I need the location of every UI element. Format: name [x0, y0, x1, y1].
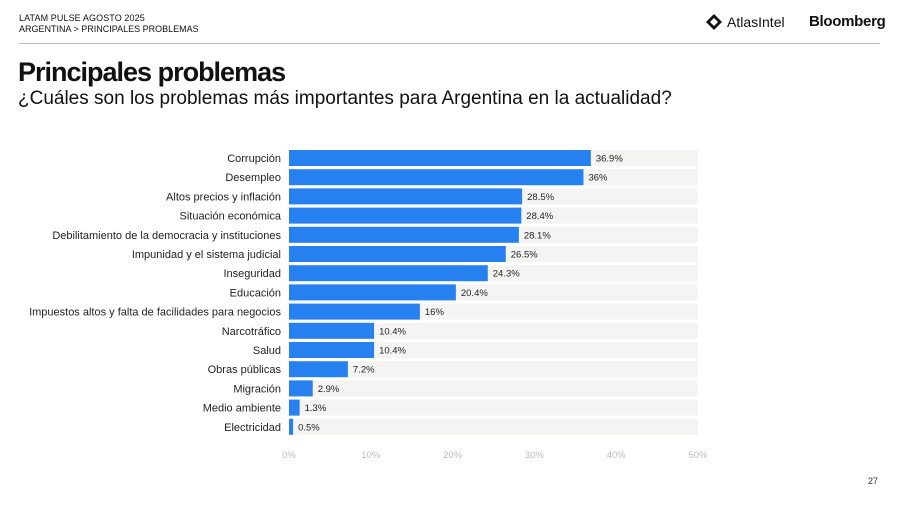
category-label: Narcotráfico [222, 326, 281, 338]
bar-track [289, 322, 698, 339]
data-label: 36.9% [596, 154, 623, 165]
bar [289, 361, 348, 378]
bar [289, 418, 294, 435]
data-label: 10.4% [379, 346, 406, 357]
data-label: 20.4% [461, 288, 488, 299]
bloomberg-logo: Bloomberg [809, 13, 886, 30]
x-tick-label: 30% [525, 450, 545, 461]
bar-track [289, 342, 698, 358]
atlasintel-logo: AtlasIntel [705, 13, 785, 31]
bar-track [289, 418, 698, 435]
page-title: Principales problemas [18, 57, 286, 87]
x-tick-label: 0% [282, 450, 296, 461]
breadcrumb: ARGENTINA > PRINCIPALES PROBLEMAS [19, 24, 199, 34]
atlasintel-diamond-icon [706, 14, 722, 30]
bar [289, 188, 523, 205]
bar [289, 150, 591, 166]
data-label: 2.9% [318, 384, 340, 395]
data-label: 26.5% [511, 250, 538, 261]
x-tick-label: 20% [443, 450, 463, 461]
category-label: Corrupción [227, 153, 281, 165]
bar [289, 265, 488, 282]
header-divider [19, 43, 880, 44]
data-label: 7.2% [353, 365, 375, 376]
report-name: LATAM PULSE AGOSTO 2025 [19, 13, 145, 23]
category-label: Impuestos altos y falta de facilidades p… [29, 307, 281, 319]
category-label: Educación [230, 287, 281, 299]
data-label: 28.4% [526, 211, 553, 222]
data-label: 24.3% [493, 269, 520, 280]
data-label: 1.3% [305, 403, 327, 414]
data-label: 28.1% [524, 230, 551, 241]
atlasintel-logo-text: AtlasIntel [727, 14, 785, 30]
bar [289, 322, 375, 339]
bar [289, 380, 313, 397]
category-label: Desempleo [225, 172, 281, 184]
data-label: 0.5% [298, 422, 320, 433]
bar [289, 246, 506, 262]
bar-track [289, 380, 698, 397]
category-label: Migración [233, 383, 281, 395]
data-label: 10.4% [379, 326, 406, 337]
category-label: Debilitamiento de la democracia y instit… [52, 230, 281, 242]
x-tick-label: 50% [688, 450, 708, 461]
category-label: Inseguridad [224, 268, 282, 280]
bar [289, 207, 522, 224]
bar [289, 226, 519, 243]
category-label: Electricidad [224, 422, 281, 434]
bar [289, 303, 420, 320]
data-label: 28.5% [527, 192, 554, 203]
x-tick-label: 40% [607, 450, 627, 461]
page-subtitle: ¿Cuáles son los problemas más importante… [18, 88, 672, 109]
category-label: Obras públicas [208, 364, 282, 376]
category-label: Impunidad y el sistema judicial [132, 249, 281, 261]
bar-track [289, 361, 698, 378]
category-label: Altos precios y inflación [166, 191, 281, 203]
page-number: 27 [868, 476, 879, 486]
bar [289, 169, 584, 186]
bar [289, 399, 300, 416]
data-label: 16% [425, 307, 445, 318]
category-label: Situación económica [179, 211, 281, 223]
bar-track [289, 399, 698, 416]
x-tick-label: 10% [361, 450, 381, 461]
bar [289, 284, 456, 301]
data-label: 36% [588, 173, 608, 184]
category-label: Medio ambiente [203, 403, 281, 415]
bar [289, 342, 375, 358]
category-label: Salud [253, 345, 281, 357]
